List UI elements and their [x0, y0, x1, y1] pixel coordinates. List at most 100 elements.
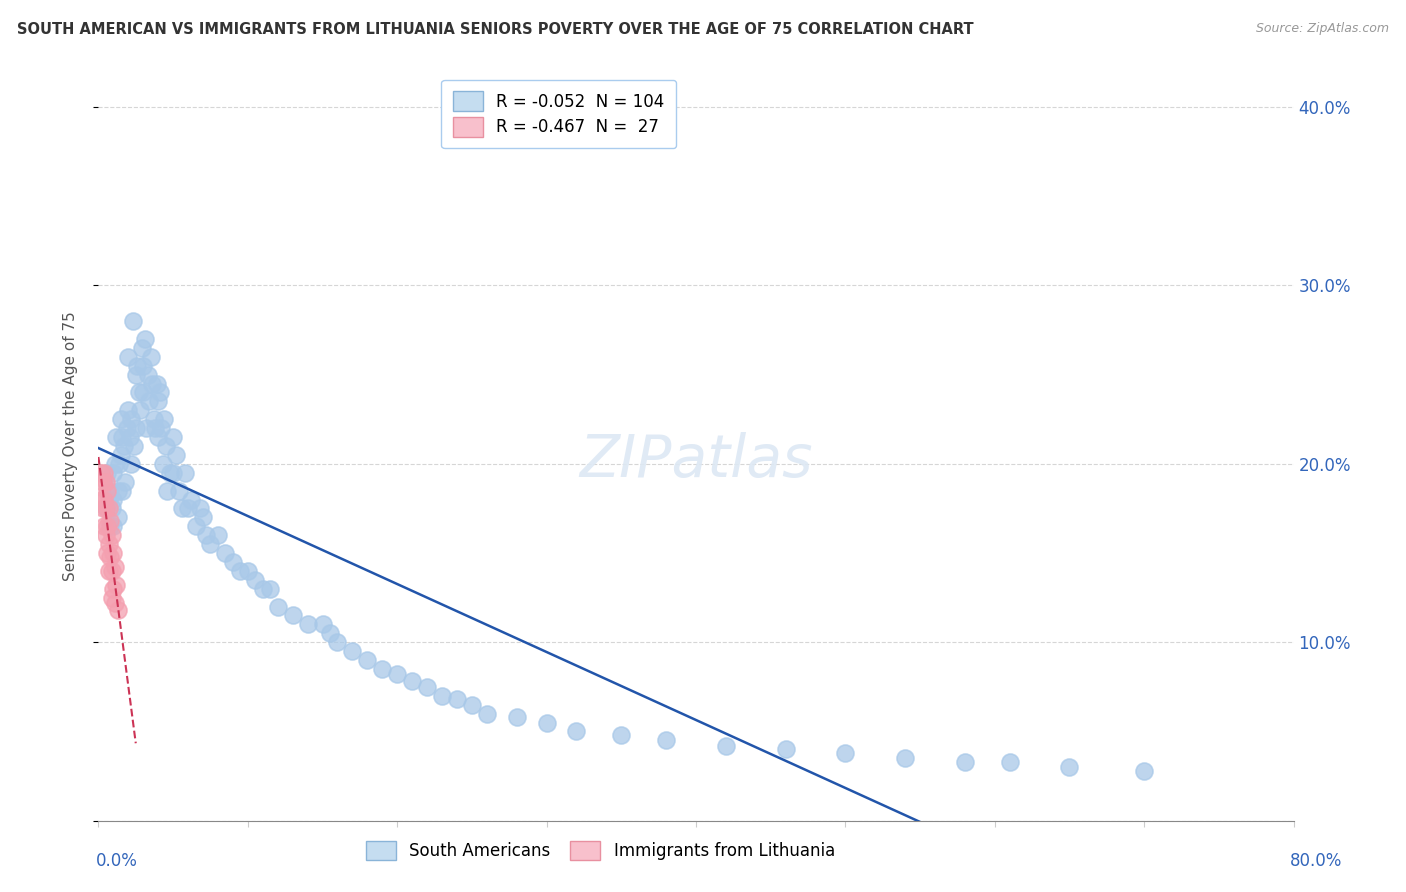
Point [475, 706, 498, 721]
Point [98, 483, 122, 498]
Point [229, 564, 252, 578]
Point [96, 483, 118, 498]
Point [149, 385, 172, 400]
Point [105, 430, 128, 444]
Point [134, 332, 156, 346]
Point [259, 582, 281, 596]
Point [94, 475, 117, 489]
Point [104, 560, 127, 574]
Point [148, 430, 170, 444]
Point [90, 492, 112, 507]
Point [96, 466, 118, 480]
Point [222, 555, 245, 569]
Point [104, 457, 127, 471]
Point [103, 582, 125, 596]
Point [610, 728, 633, 742]
Point [107, 603, 129, 617]
Point [103, 466, 125, 480]
Point [141, 376, 163, 391]
Point [111, 483, 134, 498]
Point [112, 439, 135, 453]
Point [506, 710, 529, 724]
Point [97, 537, 120, 551]
Point [834, 746, 856, 760]
Text: Source: ZipAtlas.com: Source: ZipAtlas.com [1256, 22, 1389, 36]
Point [94, 501, 117, 516]
Legend: South Americans, Immigrants from Lithuania: South Americans, Immigrants from Lithuan… [357, 832, 844, 869]
Point [103, 492, 125, 507]
Point [1059, 760, 1081, 774]
Point [191, 510, 214, 524]
Point [195, 528, 218, 542]
Point [143, 421, 166, 435]
Point [536, 715, 558, 730]
Point [342, 644, 364, 658]
Point [200, 537, 222, 551]
Point [127, 359, 149, 373]
Point [131, 341, 153, 355]
Point [101, 501, 124, 516]
Point [93, 519, 115, 533]
Point [153, 412, 176, 426]
Point [94, 528, 117, 542]
Point [132, 359, 155, 373]
Point [281, 608, 304, 623]
Point [156, 483, 179, 498]
Point [326, 635, 349, 649]
Point [714, 739, 737, 753]
Point [94, 501, 117, 516]
Point [775, 742, 797, 756]
Point [165, 448, 187, 462]
Point [162, 466, 184, 480]
Point [145, 376, 167, 391]
Point [214, 546, 236, 560]
Point [91, 501, 114, 516]
Point [371, 662, 394, 676]
Point [117, 350, 139, 364]
Point [103, 546, 125, 560]
Point [104, 596, 127, 610]
Point [101, 591, 124, 605]
Point [953, 755, 976, 769]
Point [385, 667, 409, 681]
Point [136, 368, 159, 382]
Point [138, 394, 160, 409]
Point [125, 368, 148, 382]
Point [152, 457, 174, 471]
Point [105, 578, 128, 592]
Point [96, 546, 118, 560]
Point [93, 492, 115, 507]
Point [245, 573, 267, 587]
Point [110, 412, 132, 426]
Point [101, 564, 124, 578]
Point [184, 519, 207, 533]
Point [103, 519, 125, 533]
Point [150, 421, 173, 435]
Point [98, 549, 122, 564]
Point [207, 528, 229, 542]
Point [655, 733, 678, 747]
Point [132, 385, 155, 400]
Point [93, 466, 115, 480]
Point [115, 421, 138, 435]
Text: 80.0%: 80.0% [1291, 852, 1343, 870]
Point [430, 689, 453, 703]
Point [90, 466, 112, 480]
Point [1133, 764, 1156, 778]
Point [98, 514, 122, 528]
Point [180, 492, 202, 507]
Point [998, 755, 1021, 769]
Point [128, 385, 150, 400]
Point [401, 674, 423, 689]
Text: ZIPatlas: ZIPatlas [579, 433, 813, 490]
Point [107, 483, 129, 498]
Point [101, 528, 124, 542]
Point [461, 698, 484, 712]
Point [114, 475, 136, 489]
Point [108, 457, 131, 471]
Text: 0.0%: 0.0% [96, 852, 138, 870]
Point [129, 403, 152, 417]
Point [188, 501, 211, 516]
Point [148, 394, 170, 409]
Point [120, 457, 142, 471]
